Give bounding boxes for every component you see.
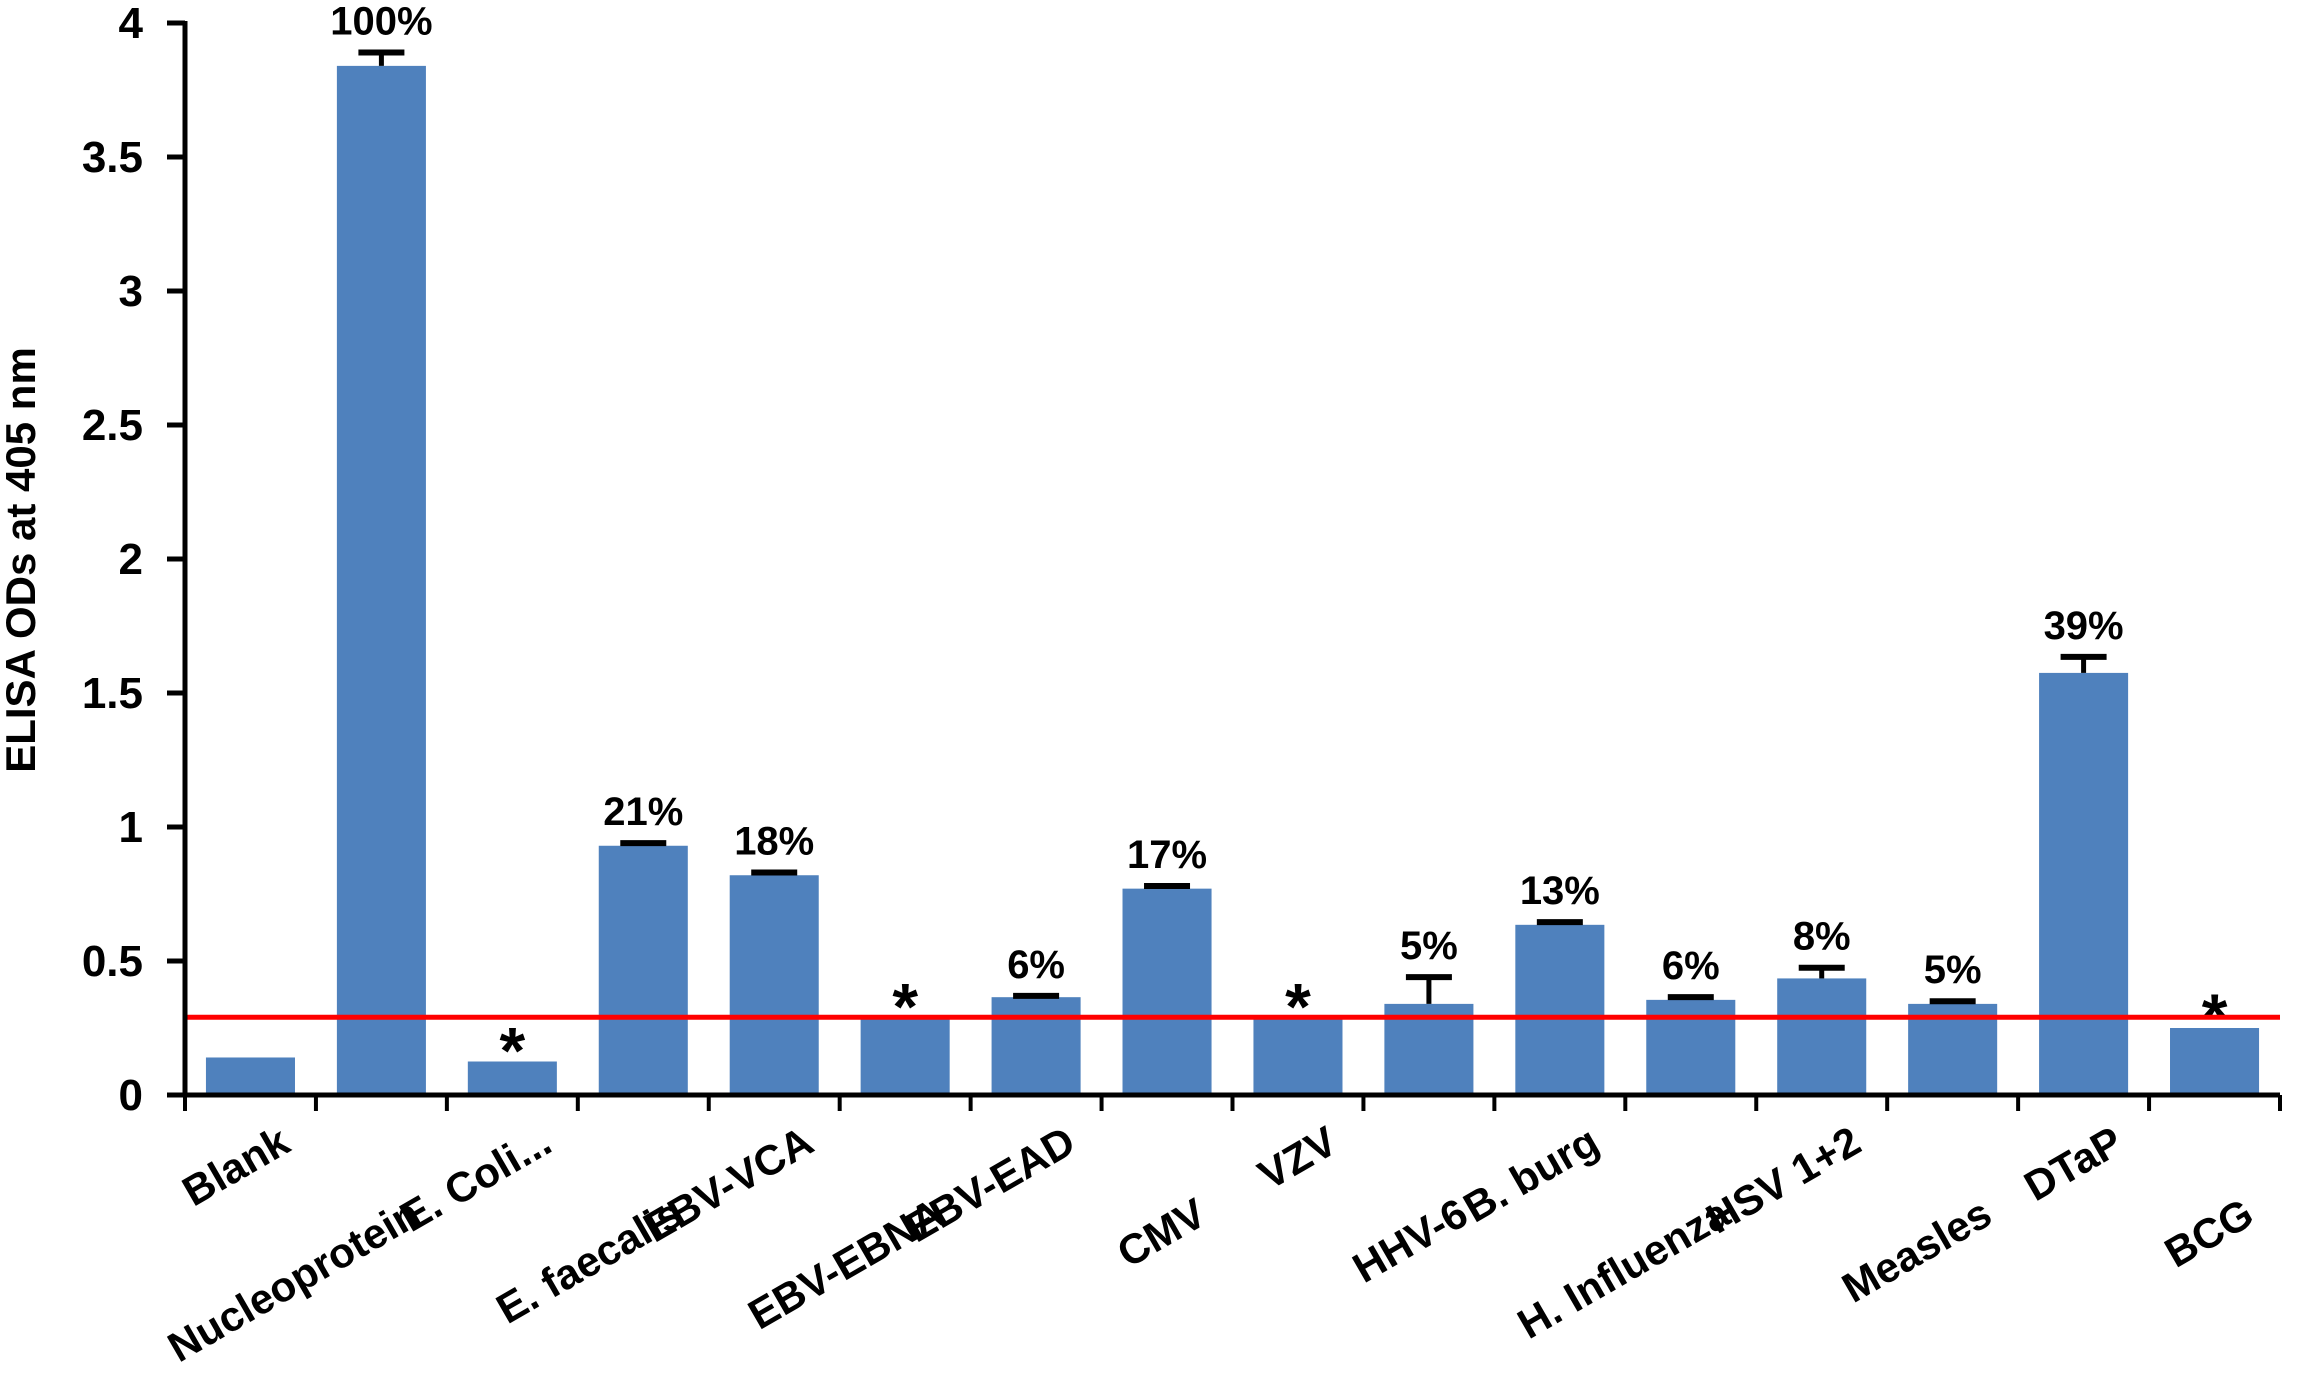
data-label: 5%: [1924, 948, 1982, 992]
data-label: 21%: [603, 790, 683, 834]
x-tick-label: DTaP: [2016, 1117, 2130, 1210]
x-tick-label: EBV-EAD: [897, 1117, 1082, 1251]
x-tick-label: EBV-VCA: [636, 1117, 821, 1251]
x-tick-label: HHV-6: [1345, 1189, 1476, 1292]
y-axis-title: ELISA ODs at 405 nm: [0, 347, 44, 773]
data-label: 13%: [1520, 869, 1600, 913]
bar: [2039, 672, 2129, 1095]
x-tick-label: Measles: [1834, 1189, 1999, 1311]
data-label: 6%: [1007, 943, 1065, 987]
x-tick-label: HSV 1+2: [1698, 1117, 1868, 1242]
significance-marker: *: [892, 969, 918, 1043]
bar: [1777, 978, 1867, 1095]
significance-marker: *: [500, 1014, 526, 1088]
y-tick-label: 3.5: [82, 133, 143, 182]
significance-marker: *: [1285, 969, 1311, 1043]
x-tick-label: CMV: [1109, 1189, 1213, 1276]
bar: [1253, 1017, 1343, 1095]
data-label: 8%: [1793, 915, 1851, 959]
data-label: 39%: [2044, 604, 2124, 648]
data-label: 100%: [330, 0, 432, 43]
data-label: 5%: [1400, 924, 1458, 968]
data-label: 6%: [1662, 944, 1720, 988]
y-tick-label: 1.5: [82, 669, 143, 718]
bar: [1646, 999, 1736, 1095]
y-tick-label: 4: [119, 0, 144, 48]
bar: [729, 875, 819, 1095]
x-tick-label: Blank: [174, 1117, 297, 1215]
bar: [2170, 1028, 2260, 1095]
bar: [1122, 888, 1212, 1095]
x-tick-label: VZV: [1250, 1117, 1344, 1199]
x-tick-label: Nucleoprotein: [160, 1189, 428, 1371]
bar: [336, 65, 426, 1095]
y-tick-label: 2.5: [82, 401, 143, 450]
data-label: 17%: [1127, 833, 1207, 877]
bar: [860, 1017, 950, 1095]
bar: [598, 845, 688, 1095]
bar: [1515, 924, 1605, 1095]
bar: [205, 1057, 295, 1095]
y-tick-label: 1: [119, 803, 143, 852]
bar: [467, 1061, 557, 1095]
data-label: 18%: [734, 820, 814, 864]
x-tick-label: E. Coli...: [392, 1117, 559, 1241]
y-tick-label: 0: [119, 1071, 143, 1120]
x-tick-label: B. burg: [1456, 1117, 1607, 1231]
y-tick-label: 3: [119, 267, 143, 316]
x-tick-label: BCG: [2157, 1189, 2261, 1276]
y-tick-label: 0.5: [82, 937, 143, 986]
y-tick-label: 2: [119, 535, 143, 584]
bar: [991, 997, 1081, 1095]
